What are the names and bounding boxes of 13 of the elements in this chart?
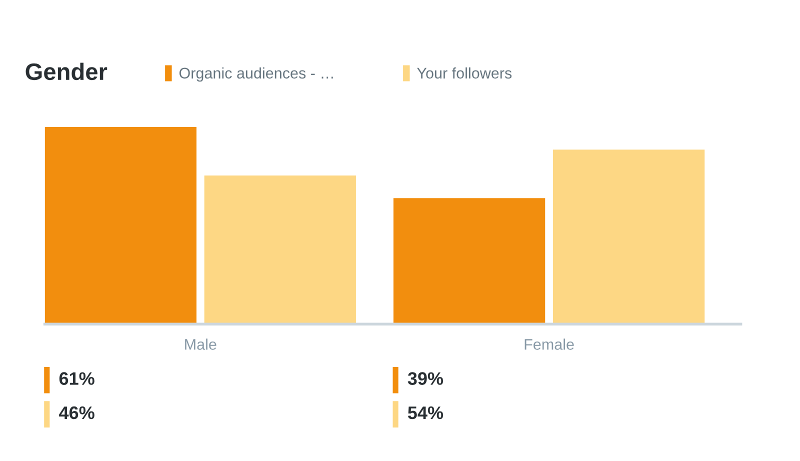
x-tick-label: Female	[524, 338, 574, 350]
bar	[552, 150, 705, 324]
bar	[44, 127, 196, 324]
data-label: 46%	[59, 406, 94, 420]
data-label: 39%	[408, 372, 444, 385]
bar	[204, 175, 356, 324]
data-label: 61%	[59, 372, 94, 385]
legend-label: Your followers	[417, 67, 512, 79]
data-label: 54%	[408, 406, 444, 420]
x-tick-label: Male	[185, 338, 216, 350]
legend-label: Organic audiences - …	[179, 67, 333, 82]
chart-title: Gender	[26, 62, 108, 80]
bar	[393, 198, 546, 324]
